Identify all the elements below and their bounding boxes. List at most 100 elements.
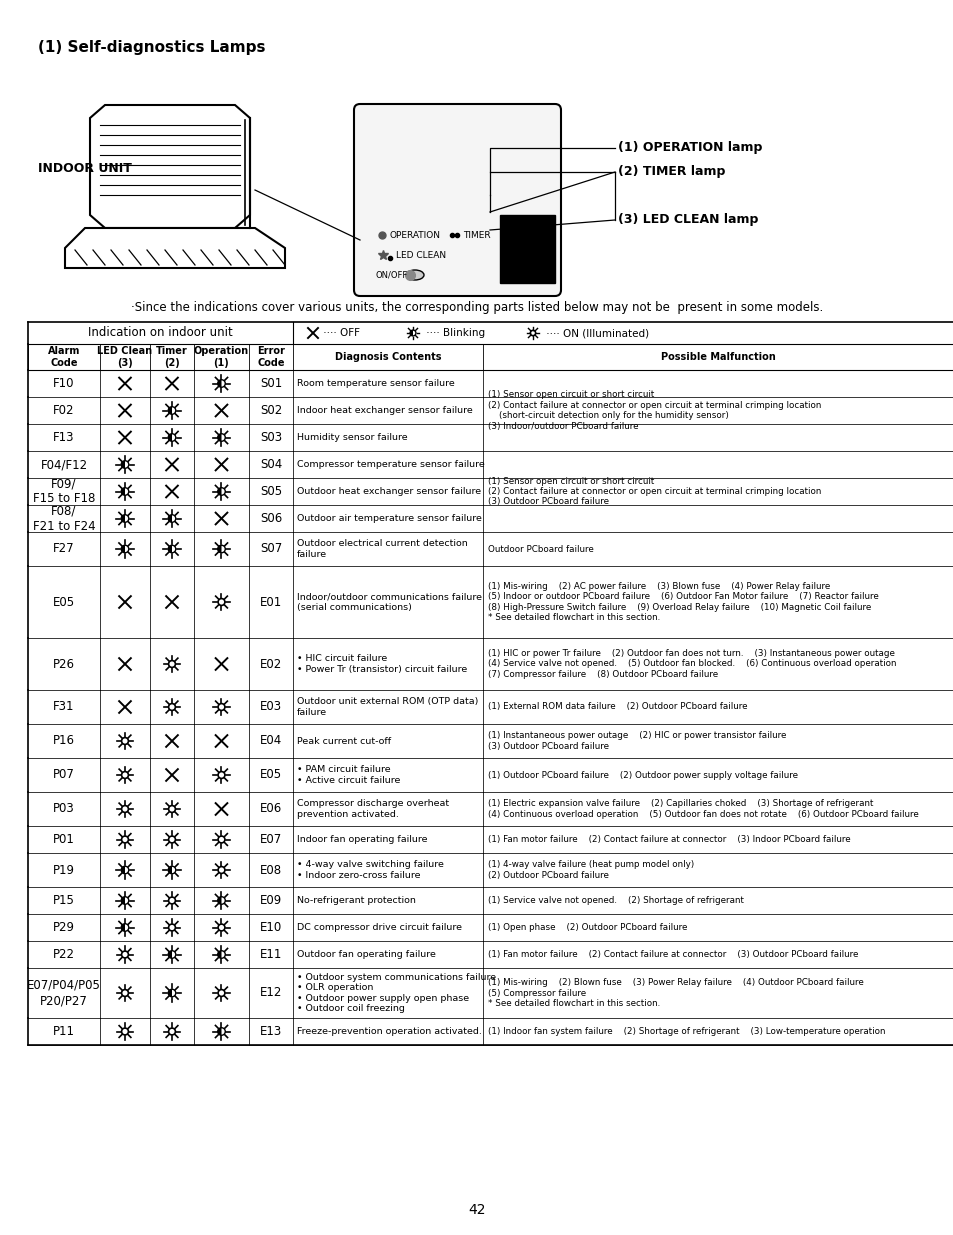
Polygon shape — [65, 228, 285, 268]
Text: (1) Self-diagnostics Lamps: (1) Self-diagnostics Lamps — [38, 40, 265, 56]
Text: • HIC circuit failure
• Power Tr (transistor) circuit failure: • HIC circuit failure • Power Tr (transi… — [296, 655, 467, 674]
Text: Alarm
Code: Alarm Code — [48, 346, 80, 368]
Text: (1) HIC or power Tr failure    (2) Outdoor fan does not turn.    (3) Instantaneo: (1) HIC or power Tr failure (2) Outdoor … — [488, 650, 896, 679]
Text: ·Since the indications cover various units, the corresponding parts listed below: ·Since the indications cover various uni… — [131, 301, 822, 315]
Polygon shape — [217, 379, 221, 388]
Text: S06: S06 — [259, 513, 282, 525]
Text: F31: F31 — [53, 700, 74, 714]
Text: Possible Malfunction: Possible Malfunction — [660, 352, 775, 362]
Text: INDOOR UNIT: INDOOR UNIT — [38, 162, 132, 174]
Text: E03: E03 — [259, 700, 282, 714]
Text: P19: P19 — [53, 863, 75, 877]
Text: (2) TIMER lamp: (2) TIMER lamp — [618, 165, 724, 179]
Text: (1) Electric expansion valve failure    (2) Capillaries choked    (3) Shortage o: (1) Electric expansion valve failure (2)… — [488, 799, 918, 819]
Text: Peak current cut-off: Peak current cut-off — [296, 736, 391, 746]
Text: E04: E04 — [259, 735, 282, 747]
Polygon shape — [121, 924, 125, 931]
Polygon shape — [410, 330, 413, 336]
Polygon shape — [168, 406, 172, 414]
Polygon shape — [168, 433, 172, 441]
Text: E06: E06 — [259, 803, 282, 815]
Text: ···· ON (Illuminated): ···· ON (Illuminated) — [542, 329, 648, 338]
Text: TIMER: TIMER — [462, 231, 490, 240]
Text: Outdoor heat exchanger sensor failure: Outdoor heat exchanger sensor failure — [296, 487, 480, 496]
Text: F04/F12: F04/F12 — [40, 458, 88, 471]
Polygon shape — [121, 461, 125, 468]
Text: (1) 4-way valve failure (heat pump model only)
(2) Outdoor PCboard failure: (1) 4-way valve failure (heat pump model… — [488, 861, 694, 879]
Text: (1) Fan motor failure    (2) Contact failure at connector    (3) Outdoor PCboard: (1) Fan motor failure (2) Contact failur… — [488, 950, 858, 960]
Text: No-refrigerant protection: No-refrigerant protection — [296, 897, 416, 905]
Text: OPERATION: OPERATION — [390, 231, 440, 240]
Text: Indoor fan operating failure: Indoor fan operating failure — [296, 835, 427, 844]
Text: E09: E09 — [259, 894, 282, 906]
Text: E01: E01 — [259, 595, 282, 609]
Polygon shape — [121, 488, 125, 495]
Text: Indoor heat exchanger sensor failure: Indoor heat exchanger sensor failure — [296, 406, 473, 415]
Text: F09/
F15 to F18: F09/ F15 to F18 — [32, 478, 95, 505]
Text: E08: E08 — [259, 863, 282, 877]
Text: • Outdoor system communications failure
• OLR operation
• Outdoor power supply o: • Outdoor system communications failure … — [296, 973, 496, 1013]
Text: Outdoor electrical current detection
failure: Outdoor electrical current detection fai… — [296, 540, 467, 558]
Polygon shape — [217, 545, 221, 553]
Text: (1) External ROM data failure    (2) Outdoor PCboard failure: (1) External ROM data failure (2) Outdoo… — [488, 703, 747, 711]
Text: Compressor temperature sensor failure: Compressor temperature sensor failure — [296, 459, 484, 469]
Polygon shape — [168, 951, 172, 958]
Text: F02: F02 — [53, 404, 74, 417]
Text: P26: P26 — [53, 657, 75, 671]
Text: S07: S07 — [259, 542, 282, 556]
Polygon shape — [217, 1028, 221, 1035]
Text: E12: E12 — [259, 987, 282, 999]
Text: (1) Outdoor PCboard failure    (2) Outdoor power supply voltage failure: (1) Outdoor PCboard failure (2) Outdoor … — [488, 771, 797, 779]
Text: Outdoor air temperature sensor failure: Outdoor air temperature sensor failure — [296, 514, 481, 522]
Text: Diagnosis Contents: Diagnosis Contents — [335, 352, 441, 362]
Text: (1) Service valve not opened.    (2) Shortage of refrigerant: (1) Service valve not opened. (2) Shorta… — [488, 897, 743, 905]
Text: • PAM circuit failure
• Active circuit failure: • PAM circuit failure • Active circuit f… — [296, 766, 400, 784]
Text: E02: E02 — [259, 657, 282, 671]
Text: Outdoor unit external ROM (OTP data)
failure: Outdoor unit external ROM (OTP data) fai… — [296, 698, 477, 716]
Text: Operation
(1): Operation (1) — [193, 346, 249, 368]
Polygon shape — [121, 545, 125, 553]
Text: P03: P03 — [53, 803, 74, 815]
Text: F08/
F21 to F24: F08/ F21 to F24 — [32, 505, 95, 532]
Text: E11: E11 — [259, 948, 282, 961]
Text: LED Clean
(3): LED Clean (3) — [97, 346, 152, 368]
Polygon shape — [121, 515, 125, 522]
Text: (1) OPERATION lamp: (1) OPERATION lamp — [618, 142, 761, 154]
Polygon shape — [168, 515, 172, 522]
Text: E05: E05 — [52, 595, 75, 609]
Text: Error
Code: Error Code — [256, 346, 285, 368]
Text: • 4-way valve switching failure
• Indoor zero-cross failure: • 4-way valve switching failure • Indoor… — [296, 861, 443, 879]
Text: E07: E07 — [259, 832, 282, 846]
Text: E13: E13 — [259, 1025, 282, 1037]
Text: P01: P01 — [53, 832, 75, 846]
Text: Indoor/outdoor communications failure
(serial communications): Indoor/outdoor communications failure (s… — [296, 593, 481, 611]
Polygon shape — [217, 488, 221, 495]
Text: P15: P15 — [53, 894, 75, 906]
Text: Timer
(2): Timer (2) — [156, 346, 188, 368]
Text: S05: S05 — [259, 485, 282, 498]
Text: (1) Sensor open circuit or short circuit
(2) Contact failure at connector or ope: (1) Sensor open circuit or short circuit… — [488, 477, 821, 506]
Polygon shape — [121, 897, 125, 904]
Text: E07/P04/P05
P20/P27: E07/P04/P05 P20/P27 — [27, 979, 101, 1007]
Text: P07: P07 — [53, 768, 75, 782]
Text: P11: P11 — [53, 1025, 75, 1037]
Text: (3) LED CLEAN lamp: (3) LED CLEAN lamp — [618, 214, 758, 226]
Polygon shape — [217, 897, 221, 904]
Text: ···· Blinking: ···· Blinking — [422, 329, 485, 338]
Text: E05: E05 — [259, 768, 282, 782]
Text: Outdoor fan operating failure: Outdoor fan operating failure — [296, 950, 436, 960]
Text: P29: P29 — [53, 921, 75, 934]
Polygon shape — [168, 989, 172, 997]
Text: (1) Mis-wiring    (2) AC power failure    (3) Blown fuse    (4) Power Relay fail: (1) Mis-wiring (2) AC power failure (3) … — [488, 582, 878, 622]
Polygon shape — [90, 105, 250, 228]
Text: S03: S03 — [259, 431, 282, 445]
Text: P16: P16 — [53, 735, 75, 747]
Text: (1) Instantaneous power outage    (2) HIC or power transistor failure
(3) Outdoo: (1) Instantaneous power outage (2) HIC o… — [488, 731, 785, 751]
Text: Freeze-prevention operation activated.: Freeze-prevention operation activated. — [296, 1028, 481, 1036]
Polygon shape — [168, 866, 172, 874]
Text: Outdoor PCboard failure: Outdoor PCboard failure — [488, 545, 593, 553]
Text: P22: P22 — [53, 948, 75, 961]
Text: S01: S01 — [259, 377, 282, 390]
Text: (1) Mis-wiring    (2) Blown fuse    (3) Power Relay failure    (4) Outdoor PCboa: (1) Mis-wiring (2) Blown fuse (3) Power … — [488, 978, 862, 1008]
Text: (1) Open phase    (2) Outdoor PCboard failure: (1) Open phase (2) Outdoor PCboard failu… — [488, 923, 687, 932]
